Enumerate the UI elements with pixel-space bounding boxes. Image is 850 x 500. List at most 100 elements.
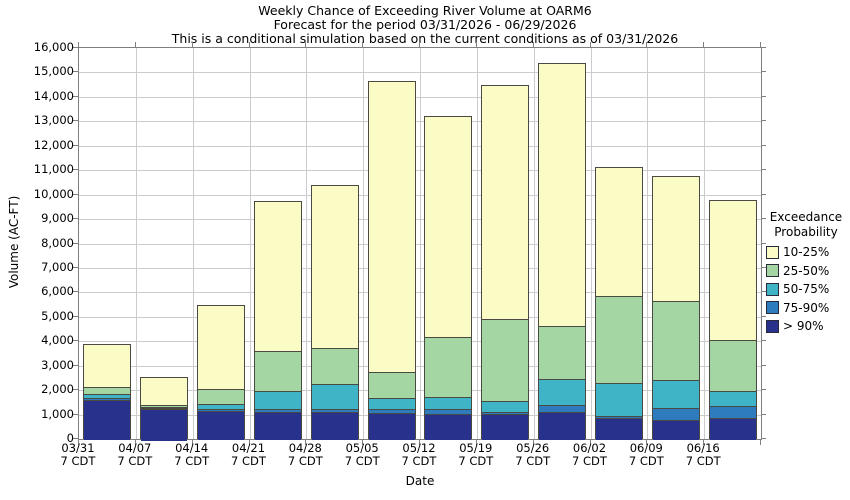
bar-segment-75-90% — [368, 409, 415, 413]
bar-segment-25-50% — [141, 405, 188, 407]
bar-segment-10-25% — [425, 117, 472, 337]
x-axis-tick-label: 04/14 7 CDT — [174, 441, 210, 468]
bar-segment-50-75% — [709, 391, 756, 406]
chart-subtitle: Forecast for the period 03/31/2026 - 06/… — [273, 17, 577, 32]
x-axis-tick-bottom — [248, 440, 250, 445]
chart-title: Weekly Chance of Exceeding River Volume … — [258, 3, 592, 18]
x-axis-tick-label: 04/28 7 CDT — [287, 441, 323, 468]
x-axis-tick-label: 04/07 7 CDT — [117, 441, 153, 468]
bar-segment-10-25% — [539, 64, 586, 326]
y-axis-tick-label: 4,000 — [41, 333, 74, 348]
bar-04/21 — [253, 201, 302, 440]
x-axis-tick-top — [362, 42, 364, 47]
legend-swatch-icon — [766, 319, 779, 333]
y-axis-tick-right — [761, 364, 766, 366]
legend-item-label: 75-90% — [783, 300, 830, 315]
y-axis-tick-label: 2,000 — [41, 382, 74, 397]
y-axis-tick-label: 9,000 — [41, 211, 74, 226]
y-axis-tick-label: 1,000 — [41, 406, 74, 421]
y-axis-tick-right — [761, 95, 766, 97]
bar-segment-50-75% — [254, 391, 301, 409]
bar-04/14 — [197, 305, 246, 440]
bar-segment-25-50% — [84, 387, 131, 394]
bar-segment-> 90% — [595, 418, 642, 440]
bar-segment-10-25% — [254, 202, 301, 351]
y-axis-tick-right — [761, 169, 766, 171]
bar-segment-25-50% — [254, 351, 301, 391]
bar-segment-75-90% — [539, 405, 586, 412]
x-axis-tick-top — [419, 42, 420, 47]
y-axis-tick-left — [73, 315, 78, 317]
legend-item: 50-75% — [762, 280, 850, 299]
y-axis-tick-left — [73, 364, 78, 366]
y-axis-tick-label: 13,000 — [33, 113, 74, 128]
y-axis-tick-left — [73, 291, 78, 293]
legend-swatch-icon — [766, 301, 779, 315]
x-axis-tick-label: 05/26 7 CDT — [515, 441, 551, 468]
bar-segment-10-25% — [482, 86, 529, 319]
y-axis-tick-right — [761, 218, 766, 220]
y-axis-tick-left — [73, 47, 78, 48]
bar-segment-10-25% — [595, 168, 642, 296]
gridline-vertical — [476, 48, 478, 439]
y-axis-tick-right — [761, 120, 766, 122]
bar-segment-> 90% — [709, 418, 756, 440]
bar-segment-25-50% — [198, 389, 245, 404]
y-axis-tick-left — [73, 169, 78, 171]
x-axis-tick-label: 05/19 7 CDT — [458, 441, 494, 468]
bar-segment-75-90% — [198, 409, 245, 411]
x-axis-tick-top — [134, 42, 136, 47]
bar-segment-10-25% — [368, 82, 415, 372]
y-axis-tick-left — [73, 389, 78, 391]
legend-item-label: 50-75% — [783, 282, 830, 297]
legend-items: 10-25% 25-50% 50-75% 75-90% > 90% — [762, 243, 850, 336]
y-axis-tick-label: 12,000 — [33, 137, 74, 152]
y-axis-tick-label: 14,000 — [33, 88, 74, 103]
x-axis-tick-label: 06/16 7 CDT — [685, 441, 721, 468]
legend-item-label: 10-25% — [783, 245, 830, 260]
y-axis-tick-left — [73, 340, 78, 342]
bar-segment-50-75% — [311, 384, 358, 409]
bar-segment-75-90% — [482, 412, 529, 414]
x-axis-tick-bottom — [475, 440, 477, 445]
bar-segment-> 90% — [652, 420, 699, 440]
bar-segment-75-90% — [652, 408, 699, 420]
bar-segment-25-50% — [311, 348, 358, 384]
legend-swatch-icon — [766, 245, 779, 259]
x-axis-tick-bottom — [134, 440, 136, 445]
legend-swatch-icon — [766, 264, 779, 278]
x-axis-tick-top — [703, 42, 705, 47]
y-axis-tick-label: 5,000 — [41, 308, 74, 323]
x-axis-tick-top — [475, 42, 477, 47]
bar-05/19 — [481, 85, 530, 440]
chart-note: This is a conditional simulation based o… — [171, 31, 679, 46]
y-axis-tick-left — [73, 242, 78, 244]
bar-segment-75-90% — [254, 409, 301, 412]
x-axis-tick-top — [532, 42, 534, 47]
bar-segment-10-25% — [311, 186, 358, 348]
bar-segment-> 90% — [311, 412, 358, 440]
y-axis-tick-label: 8,000 — [41, 235, 74, 250]
gridline-vertical — [363, 48, 365, 439]
legend-title-line1: Exceedance — [769, 210, 843, 224]
bar-segment-75-90% — [84, 398, 131, 400]
gridline-vertical — [590, 48, 592, 439]
legend-title-line2: Probability — [774, 225, 838, 239]
x-axis-tick-label: 04/21 7 CDT — [231, 441, 266, 468]
y-axis-tick-right — [761, 389, 766, 391]
x-axis-tick-bottom — [589, 440, 591, 445]
x-axis-tick-bottom — [305, 440, 307, 445]
x-axis-tick-bottom — [419, 440, 420, 445]
x-axis-tick-label: 06/09 7 CDT — [628, 441, 664, 468]
y-axis-tick-right — [761, 291, 766, 293]
y-axis-tick-label: 15,000 — [33, 64, 74, 79]
legend-item-label: 25-50% — [783, 263, 830, 278]
x-axis-tick-bottom — [532, 440, 534, 445]
y-axis-tick-label: 10,000 — [33, 186, 74, 201]
y-axis-tick-label: 6,000 — [41, 284, 74, 299]
bar-segment-75-90% — [311, 409, 358, 412]
bar-segment-> 90% — [141, 409, 188, 441]
bar-segment-75-90% — [595, 416, 642, 418]
y-axis-tick-left — [73, 120, 78, 122]
bar-06/02 — [594, 167, 643, 440]
